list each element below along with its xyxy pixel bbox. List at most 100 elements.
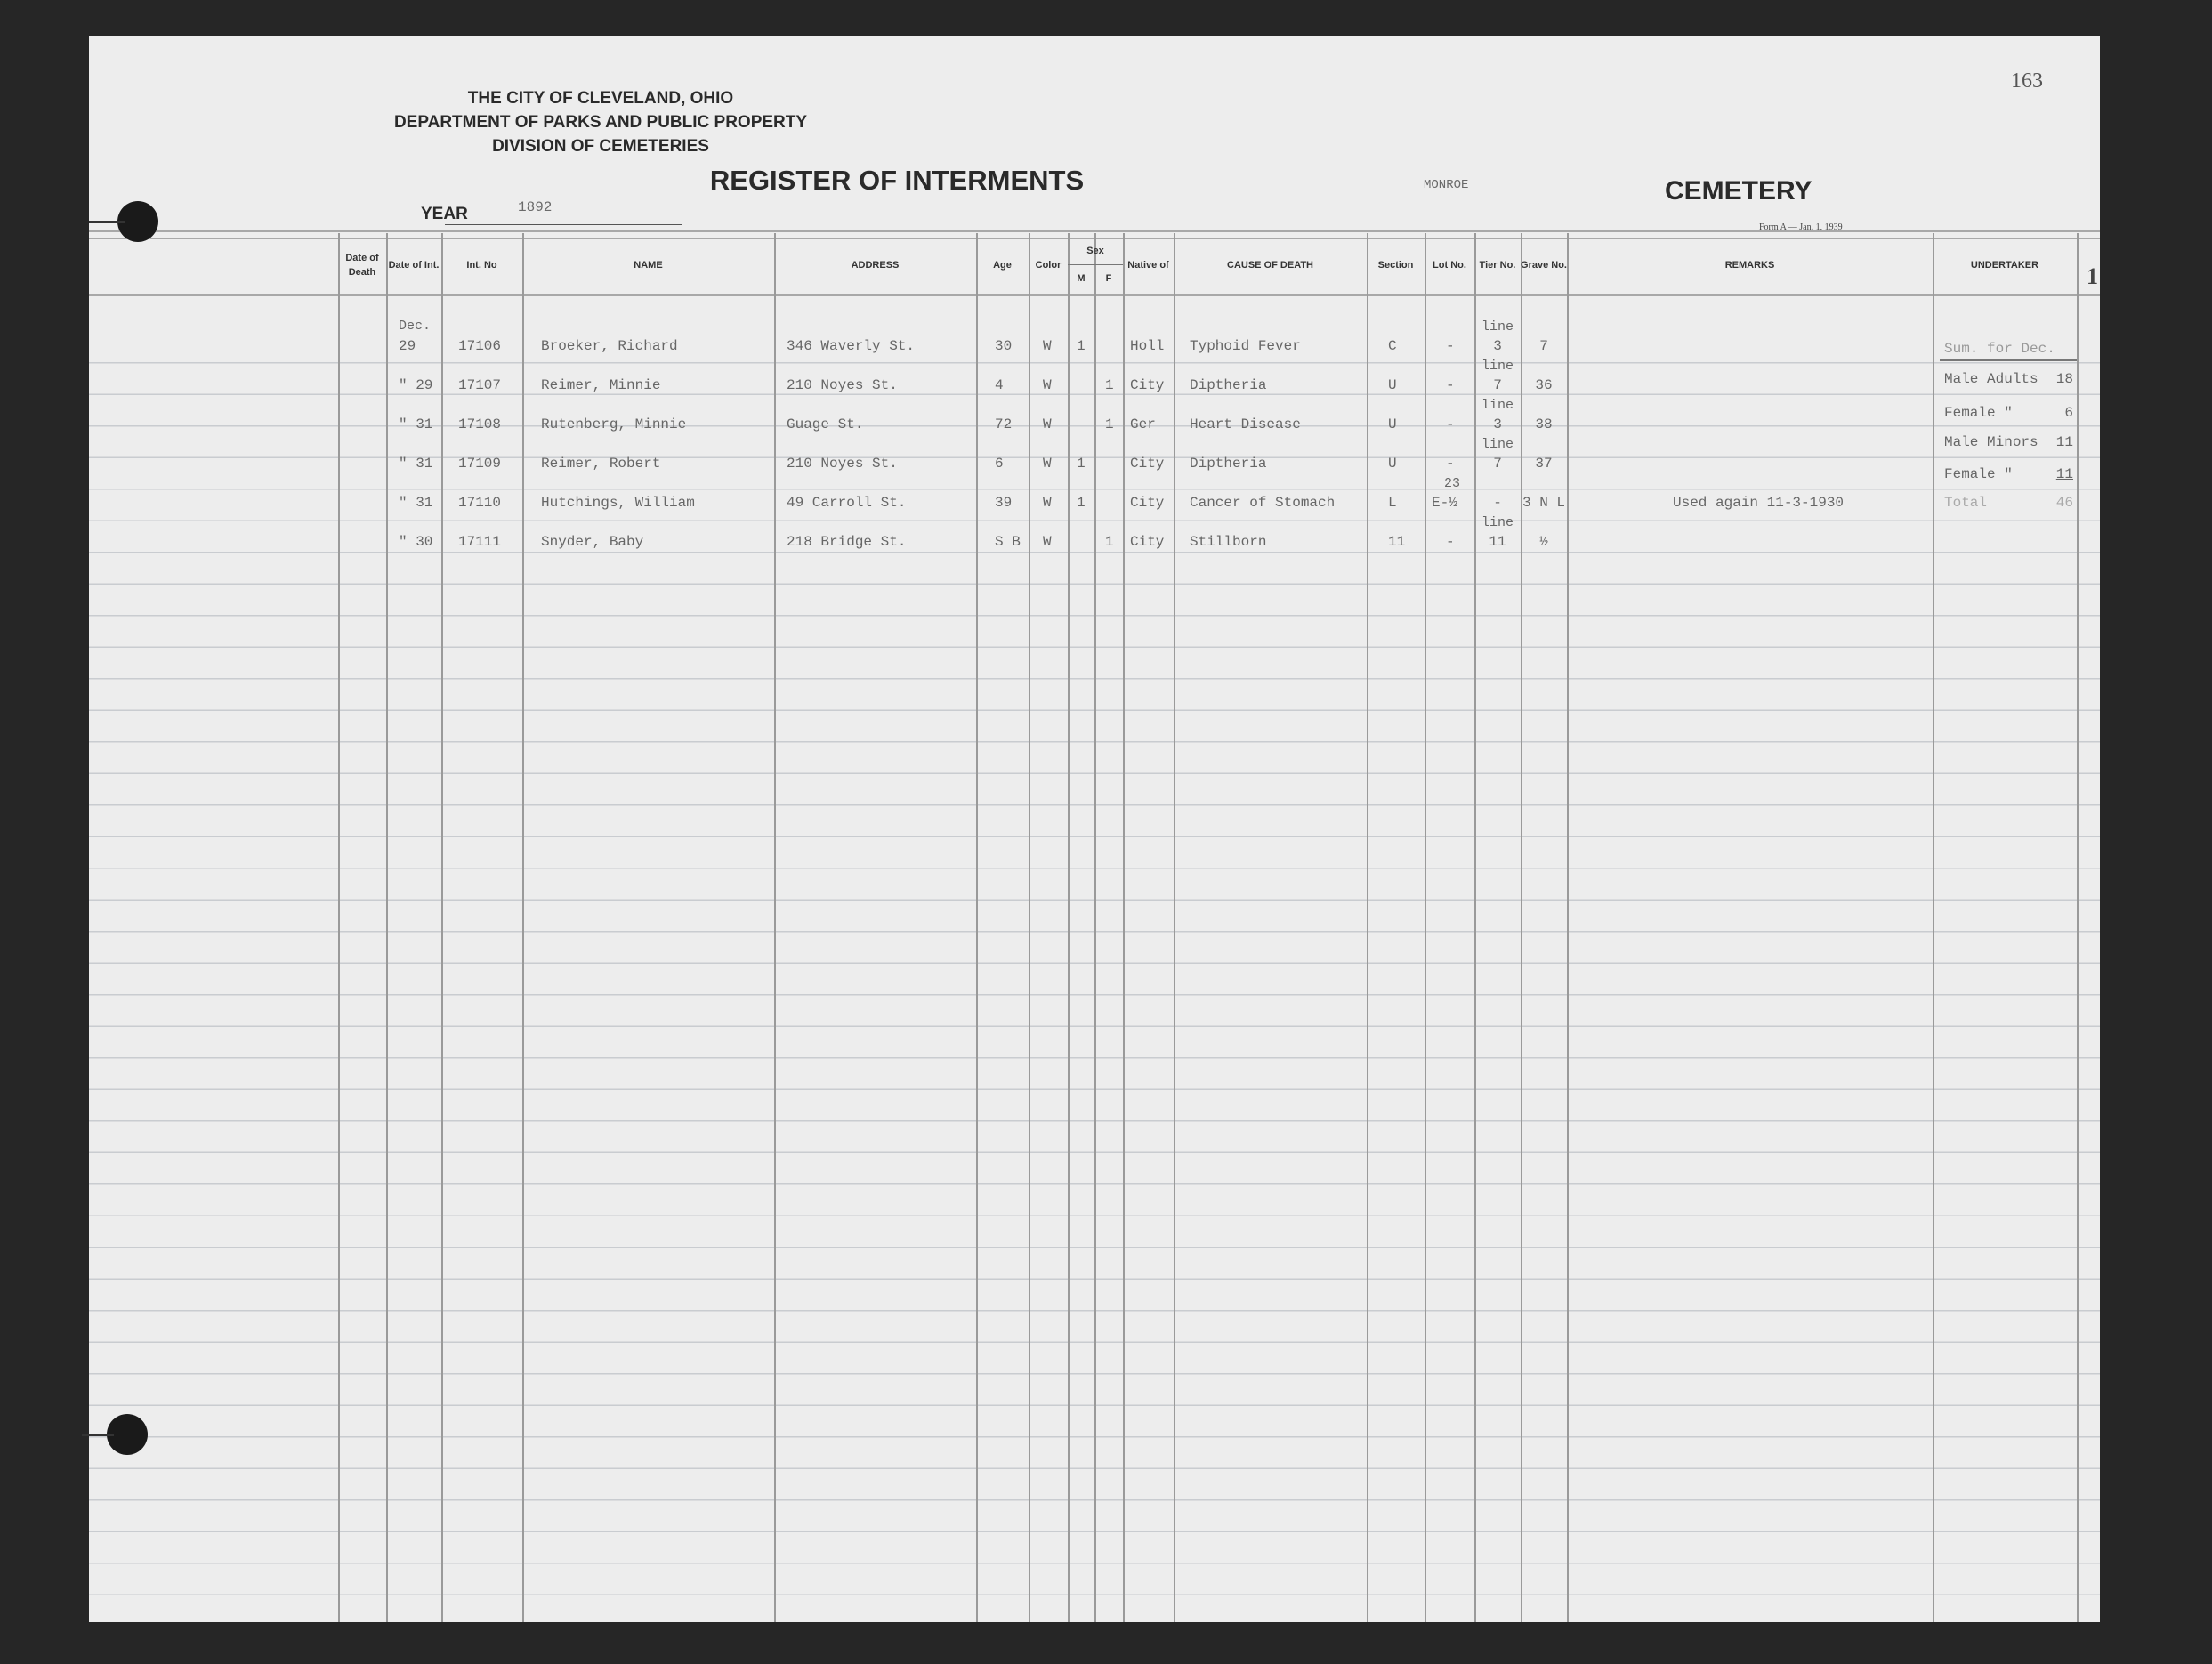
cell-age: 39: [995, 495, 1013, 511]
cell-address: 210 Noyes St.: [787, 377, 898, 393]
cell-int-no: 17108: [458, 416, 502, 432]
cell-grave: 37: [1535, 456, 1553, 472]
summary-label: Male Minors: [1944, 434, 2038, 450]
cell-m: 1: [1077, 338, 1086, 354]
cell-native: City: [1130, 377, 1165, 393]
cell-tier: 3: [1493, 416, 1502, 432]
page-number: 163: [2011, 69, 2043, 93]
column-divider: [976, 233, 978, 1622]
cell-grave: 7: [1539, 338, 1548, 354]
cell-cause: Cancer of Stomach: [1190, 495, 1336, 511]
cell-int-no: 17107: [458, 377, 502, 393]
cell-m: 1: [1077, 495, 1086, 511]
column-header-tier: Tier No.: [1479, 260, 1516, 271]
cell-color: W: [1043, 534, 1052, 550]
cell-address: 49 Carroll St.: [787, 495, 907, 511]
cell-tier: 7: [1493, 456, 1502, 472]
column-header-name: NAME: [634, 260, 663, 271]
column-header-f: F: [1105, 273, 1112, 284]
cell-native: Holl: [1130, 338, 1165, 354]
cell-f: 1: [1105, 534, 1114, 550]
cell-native: City: [1130, 456, 1165, 472]
summary-value: 18: [2055, 371, 2073, 387]
cell-section: C: [1388, 338, 1397, 354]
column-divider: [522, 233, 524, 1622]
cell-tier: 7: [1493, 377, 1502, 393]
register-page: THE CITY OF CLEVELAND, OHIO DEPARTMENT O…: [89, 36, 2100, 1622]
form-note: Form A — Jan. 1, 1939: [1759, 222, 1843, 232]
sex-divider: [1068, 264, 1123, 265]
cell-grave: 3 N L: [1522, 495, 1566, 511]
cell-color: W: [1043, 416, 1052, 432]
column-divider: [1521, 233, 1522, 1622]
cell-m: 1: [1077, 456, 1086, 472]
cell-name: Broeker, Richard: [541, 338, 678, 354]
column-divider: [1094, 233, 1096, 1622]
summary-value: 6: [2064, 405, 2073, 421]
column-divider: [1123, 233, 1125, 1622]
cell-grave: ½: [1539, 534, 1548, 550]
cell-lot: E-½: [1432, 495, 1457, 511]
binder-ring-top: [89, 221, 125, 223]
column-header-cause: CAUSE OF DEATH: [1227, 260, 1313, 271]
cell-native: City: [1130, 534, 1165, 550]
cell-int-no: 17110: [458, 495, 502, 511]
cell-address: 218 Bridge St.: [787, 534, 907, 550]
column-divider: [441, 233, 443, 1622]
cell-int-no: 17109: [458, 456, 502, 472]
summary-title: Sum. for Dec.: [1944, 341, 2055, 357]
column-divider: [1933, 233, 1934, 1622]
cell-color: W: [1043, 377, 1052, 393]
column-header-date-death: Date of Death: [345, 253, 379, 278]
cell-native: City: [1130, 495, 1165, 511]
cell-date-int: " 29: [399, 377, 433, 393]
cell-grave: 36: [1535, 377, 1553, 393]
cell-age: 72: [995, 416, 1013, 432]
table-top-rule: [89, 230, 2100, 232]
cell-cause: Typhoid Fever: [1190, 338, 1301, 354]
cell-int-no: 17111: [458, 534, 502, 550]
cell-address: 346 Waverly St.: [787, 338, 916, 354]
cell-cause: Diptheria: [1190, 456, 1267, 472]
cell-section: 11: [1388, 534, 1406, 550]
summary-value: 11: [2055, 434, 2073, 450]
cell-date-int: " 31: [399, 456, 433, 472]
division-heading: DIVISION OF CEMETERIES: [492, 137, 709, 156]
register-table: Date of Death Date of Int. Int. No NAME ADDR…: [89, 0, 2100, 1622]
cell-section: U: [1388, 416, 1397, 432]
column-divider: [1068, 233, 1070, 1622]
cell-tier-note: line: [1481, 437, 1514, 452]
column-header-undertaker: UNDERTAKER: [1970, 260, 2039, 271]
cell-address: Guage St.: [787, 416, 864, 432]
cell-f: 1: [1105, 416, 1114, 432]
summary-value: 46: [2055, 495, 2073, 511]
summary-label: Male Adults: [1944, 371, 2038, 387]
column-header-color: Color: [1035, 260, 1062, 271]
summary-value: 11: [2055, 466, 2073, 482]
cell-tier-note: line: [1481, 515, 1514, 530]
side-mark: 1: [2087, 263, 2098, 289]
cell-tier: 11: [1489, 534, 1506, 550]
cell-lot: -: [1446, 416, 1455, 432]
cell-native: Ger: [1130, 416, 1156, 432]
year-label: YEAR: [421, 205, 468, 223]
cemetery-label: CEMETERY: [1665, 176, 1812, 206]
binder-ring-bottom: [82, 1434, 114, 1436]
city-heading: THE CITY OF CLEVELAND, OHIO: [467, 89, 734, 108]
cell-lot-note: 23: [1443, 476, 1461, 491]
column-divider: [1029, 233, 1030, 1622]
cell-date-int: " 31: [399, 416, 433, 432]
cell-name: Hutchings, William: [541, 495, 695, 511]
summary-label: Total: [1944, 495, 1988, 511]
column-header-date-int: Date of Int.: [388, 260, 440, 271]
summary-label: Female ": [1944, 405, 2013, 421]
department-heading: DEPARTMENT OF PARKS AND PUBLIC PROPERTY: [393, 113, 808, 132]
column-divider: [2077, 233, 2079, 1622]
cell-date-int: " 31: [399, 495, 433, 511]
column-header-native: Native of: [1127, 260, 1169, 271]
column-divider: [1367, 233, 1368, 1622]
column-divider: [1474, 233, 1476, 1622]
cell-tier-note: line: [1481, 319, 1514, 335]
cell-lot: -: [1446, 338, 1455, 354]
cell-lot: -: [1446, 534, 1455, 550]
